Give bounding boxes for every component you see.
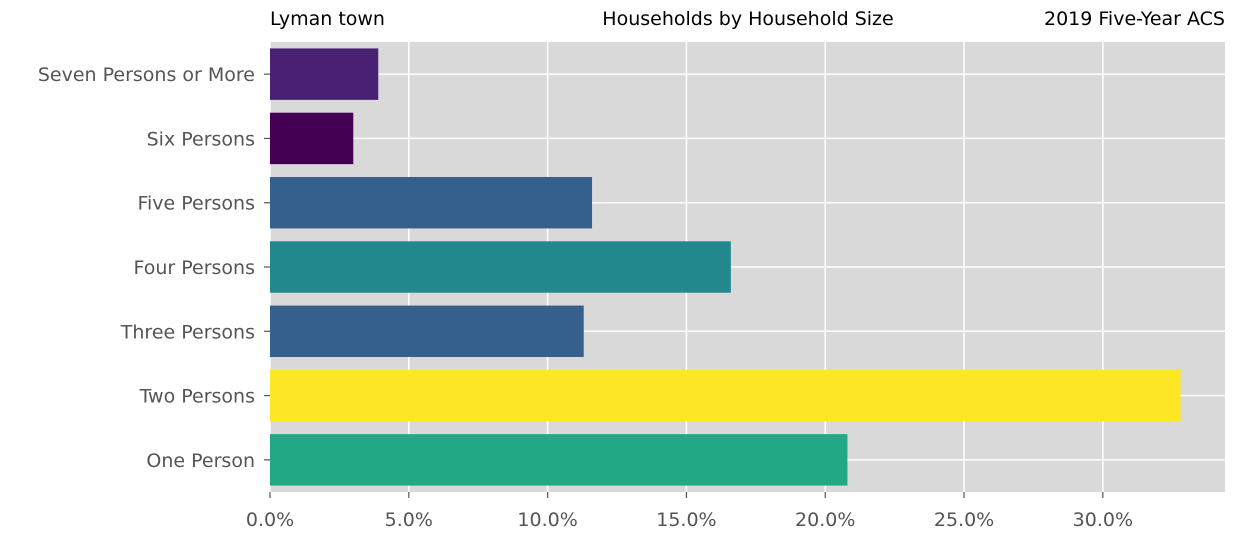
bar-four-persons [270,241,731,293]
y-tick-label: Seven Persons or More [38,64,255,86]
bar-five-persons [270,177,593,229]
bar-three-persons [270,305,584,357]
bar-one-person [270,434,848,486]
x-tick-label: 5.0% [385,509,433,531]
bars [270,48,1181,486]
source-title: 2019 Five-Year ACS [1044,8,1225,30]
x-tick-label: 15.0% [656,509,716,531]
y-tick-label: Six Persons [147,128,255,150]
x-axis-ticks: 0.0% 5.0% 10.0% 15.0% 20.0% 25.0% 30.0% [246,492,1133,531]
bar-six-persons [270,112,354,165]
x-tick-label: 25.0% [934,509,994,531]
y-tick-label: Three Persons [120,321,255,343]
chart-title: Households by Household Size [602,8,893,30]
bar-two-persons [270,369,1181,422]
x-tick-label: 0.0% [246,509,294,531]
y-axis-ticks: One Person Two Persons Three Persons Four P… [38,64,270,472]
y-tick-label: Five Persons [137,193,255,215]
location-title: Lyman town [270,8,385,30]
bar-seven-persons-or-more [270,48,379,100]
y-tick-label: One Person [146,450,255,472]
x-tick-label: 30.0% [1073,509,1133,531]
x-tick-label: 10.0% [517,509,577,531]
y-tick-label: Two Persons [139,386,255,408]
y-tick-label: Four Persons [133,257,255,279]
x-tick-label: 20.0% [795,509,855,531]
